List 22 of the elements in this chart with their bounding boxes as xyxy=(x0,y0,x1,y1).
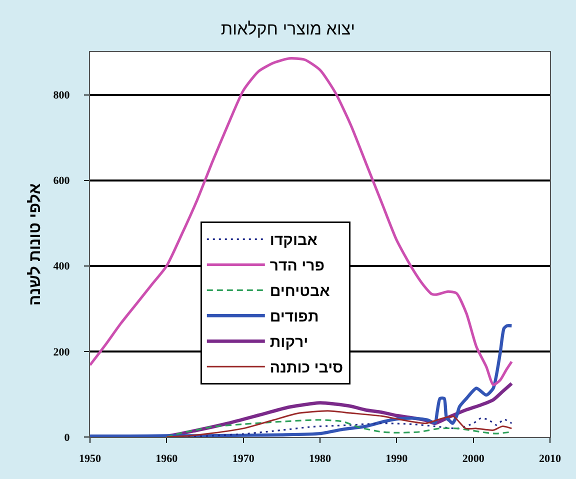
y-tick-label: 0 xyxy=(64,432,70,444)
x-tick-label: 1970 xyxy=(232,453,255,466)
legend-label: סיבי כותנה xyxy=(270,360,344,376)
legend-label: תפודים xyxy=(270,308,319,326)
x-tick-label: 2010 xyxy=(539,453,562,466)
y-tick-label: 600 xyxy=(53,175,70,188)
line-series xyxy=(166,410,512,437)
chart-title: יצוא מוצרי חקלאות xyxy=(220,20,356,39)
y-tick-label: 200 xyxy=(53,346,70,358)
line-series xyxy=(90,57,513,386)
legend-label: אבטיחים xyxy=(270,283,330,300)
y-axis-title: אלפי טונות לשנה xyxy=(26,183,44,306)
legend-label: ירקות xyxy=(270,334,308,351)
x-tick-label: 1980 xyxy=(309,453,332,466)
x-tick-label: 1960 xyxy=(156,453,178,466)
legend-label: אבוקדו xyxy=(270,232,318,249)
x-tick-label: 1990 xyxy=(386,453,408,466)
legend-label: פרי הדר xyxy=(270,258,325,274)
y-tick-label: 400 xyxy=(53,260,70,273)
x-tick-label: 1950 xyxy=(79,453,102,466)
y-tick-label: 800 xyxy=(53,90,70,102)
x-tick-label: 2000 xyxy=(462,453,485,466)
